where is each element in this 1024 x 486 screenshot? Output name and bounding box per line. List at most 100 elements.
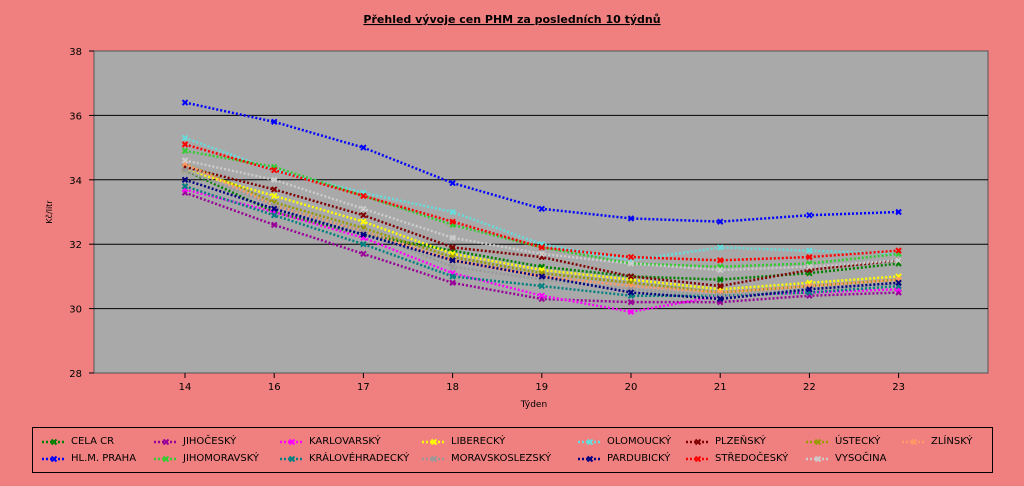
legend-label: KARLOVARSKÝ (309, 436, 381, 447)
data-point (627, 289, 635, 296)
series-line (184, 143, 899, 262)
data-point (627, 253, 635, 261)
data-point (627, 215, 635, 222)
series-line (184, 169, 899, 281)
data-point (449, 273, 456, 280)
legend-label: CELA CR (71, 436, 115, 447)
chart-legend: CELA CR JIHOČESKÝ KARLOVARSKÝ LIBERECKÝ OLOM… (32, 427, 993, 473)
data-point (449, 218, 456, 225)
series-hl-m-praha (181, 99, 902, 225)
x-tick-label: 17 (357, 382, 370, 393)
data-point (181, 183, 189, 190)
y-tick-label: 30 (69, 305, 82, 316)
legend-swatch (686, 438, 710, 446)
series-vyso-ina (181, 157, 902, 274)
data-point (449, 257, 456, 264)
data-point (716, 257, 724, 264)
y-axis-label: Kč/litr (44, 200, 54, 224)
legend-label: ÚSTECKÝ (835, 436, 881, 447)
legend-label: LIBERECKÝ (451, 436, 506, 447)
legend-swatch (154, 455, 178, 463)
legend-swatch (578, 455, 602, 463)
x-tick-label: 21 (714, 382, 727, 393)
data-point (270, 118, 278, 126)
data-point (895, 257, 902, 264)
legend-label: STŘEDOČESKÝ (715, 453, 789, 464)
legend-swatch (578, 438, 602, 446)
data-point (895, 208, 902, 216)
data-point (716, 276, 724, 283)
data-point (716, 218, 724, 225)
x-tick-label: 14 (179, 382, 192, 393)
data-point (538, 273, 546, 280)
data-point (181, 141, 189, 148)
data-point (449, 234, 456, 241)
legend-swatch (806, 455, 830, 463)
data-point (181, 157, 189, 164)
data-point (360, 212, 367, 219)
legend-label: MORAVSKOSLEZSKÝ (451, 453, 552, 464)
y-tick-label: 32 (69, 240, 82, 251)
legend-swatch (422, 438, 446, 446)
data-point (360, 192, 367, 200)
legend-swatch (42, 455, 66, 463)
data-point (449, 208, 456, 216)
data-point (627, 308, 635, 316)
y-tick-label: 34 (69, 176, 82, 187)
data-point (806, 253, 813, 261)
y-tick-label: 28 (69, 369, 82, 380)
data-point (181, 99, 189, 106)
data-point (806, 286, 813, 293)
y-tick-label: 38 (69, 47, 82, 58)
data-point (895, 279, 902, 287)
data-point (806, 212, 813, 219)
data-point (181, 176, 189, 184)
data-point (716, 295, 724, 303)
data-point (360, 240, 367, 248)
series-line (184, 162, 899, 294)
data-point (270, 186, 278, 193)
data-point (716, 266, 724, 274)
legend-swatch (902, 438, 926, 446)
data-point (270, 166, 278, 174)
x-tick-label: 18 (446, 382, 459, 393)
data-point (360, 231, 367, 238)
x-tick-label: 19 (535, 382, 548, 393)
data-point (181, 134, 189, 142)
x-tick-label: 16 (268, 382, 281, 393)
x-tick-label: 22 (803, 382, 816, 393)
plot-area (93, 50, 989, 374)
data-point (538, 250, 546, 258)
data-point (360, 144, 367, 151)
legend-label: PLZEŇSKÝ (715, 436, 766, 447)
data-point (270, 192, 278, 200)
legend-swatch (422, 455, 446, 463)
legend-label: PARDUBICKÝ (607, 453, 671, 464)
data-point (360, 205, 367, 212)
data-point (181, 147, 189, 155)
legend-swatch (42, 438, 66, 446)
legend-swatch (154, 438, 178, 446)
data-point (449, 179, 456, 187)
series-line (184, 168, 899, 297)
legend-label: VYSOČINA (835, 453, 887, 464)
data-point (895, 247, 902, 254)
chart-title: Přehled vývoje cen PHM za posledních 10 … (363, 13, 660, 26)
data-point (181, 166, 189, 174)
legend-swatch (806, 438, 830, 446)
data-point (449, 279, 456, 287)
data-point (716, 282, 724, 290)
legend-swatch (280, 455, 304, 463)
legend-label: KRÁLOVÉHRADECKÝ (309, 453, 410, 464)
x-tick-label: 23 (892, 382, 905, 393)
legend-label: JIHOMORAVSKÝ (183, 453, 260, 464)
series-pardubick- (181, 176, 902, 303)
data-point (270, 221, 278, 229)
legend-swatch (280, 438, 304, 446)
legend-swatch (686, 455, 710, 463)
series-line (184, 162, 899, 294)
data-point (538, 282, 546, 290)
data-point (627, 298, 635, 306)
data-point (806, 247, 813, 254)
